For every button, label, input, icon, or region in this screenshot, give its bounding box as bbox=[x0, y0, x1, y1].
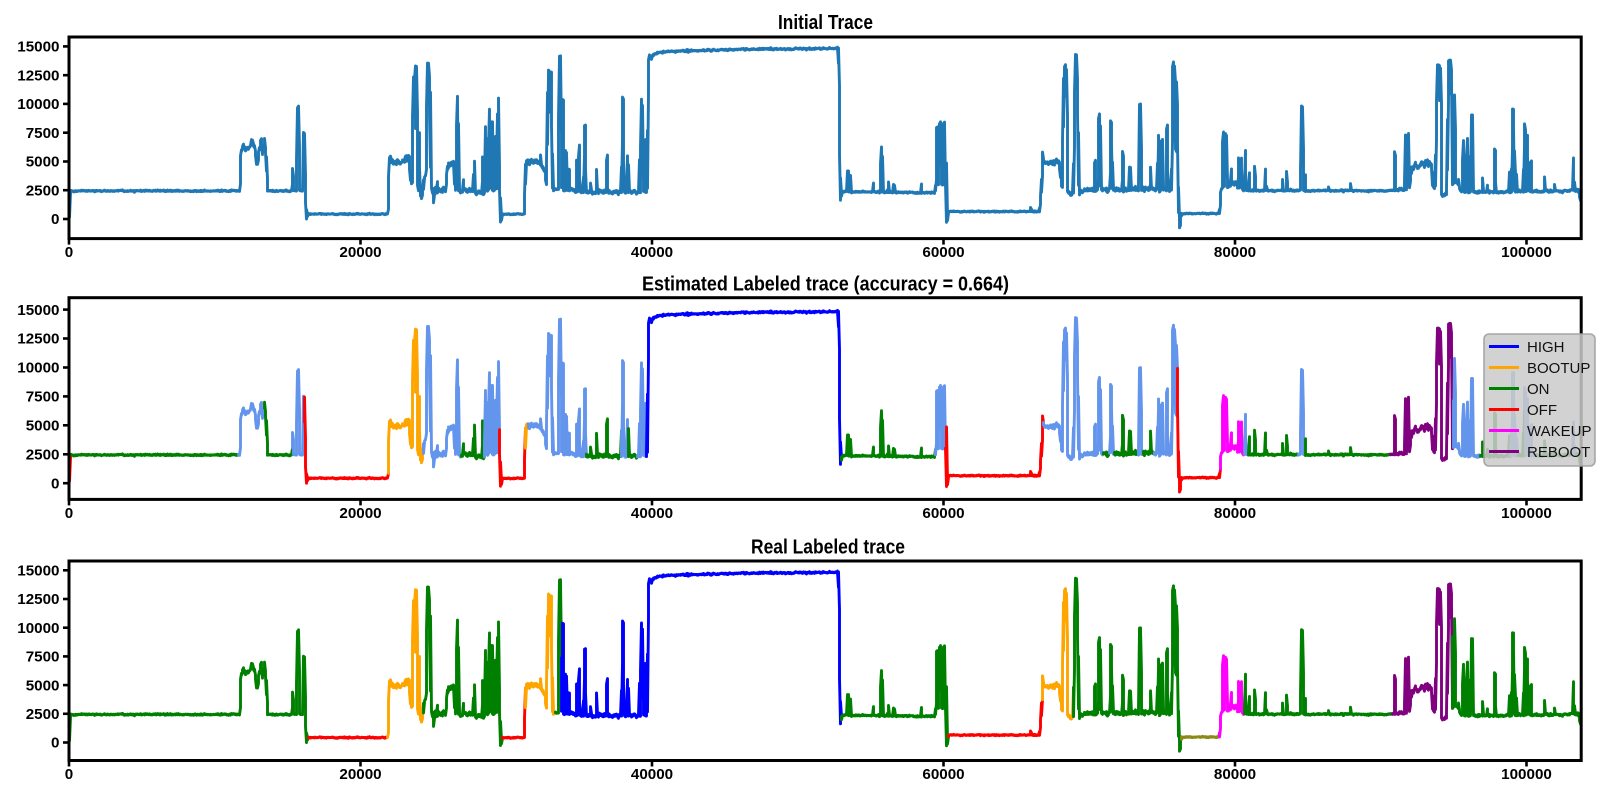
svg-text:5000: 5000 bbox=[26, 154, 60, 171]
svg-text:100000: 100000 bbox=[1501, 766, 1552, 783]
svg-text:40000: 40000 bbox=[631, 244, 673, 261]
svg-text:2500: 2500 bbox=[26, 182, 60, 199]
svg-text:0: 0 bbox=[51, 211, 59, 228]
svg-text:40000: 40000 bbox=[631, 766, 673, 783]
svg-text:2500: 2500 bbox=[26, 706, 60, 723]
svg-text:60000: 60000 bbox=[922, 766, 964, 783]
svg-text:60000: 60000 bbox=[922, 505, 964, 522]
svg-text:80000: 80000 bbox=[1214, 244, 1256, 261]
svg-text:15000: 15000 bbox=[17, 39, 59, 56]
svg-text:OFF: OFF bbox=[1527, 402, 1557, 419]
svg-text:WAKEUP: WAKEUP bbox=[1527, 423, 1591, 440]
svg-text:15000: 15000 bbox=[17, 302, 59, 319]
svg-text:0: 0 bbox=[51, 735, 59, 752]
svg-text:ON: ON bbox=[1527, 381, 1550, 398]
svg-text:10000: 10000 bbox=[17, 620, 59, 637]
svg-text:12500: 12500 bbox=[17, 67, 59, 84]
svg-text:HIGH: HIGH bbox=[1527, 339, 1565, 356]
svg-text:REBOOT: REBOOT bbox=[1527, 444, 1590, 461]
svg-text:Estimated Labeled trace (accur: Estimated Labeled trace (accuracy = 0.66… bbox=[642, 274, 1009, 296]
svg-text:80000: 80000 bbox=[1214, 766, 1256, 783]
svg-text:12500: 12500 bbox=[17, 591, 59, 608]
svg-text:5000: 5000 bbox=[26, 418, 60, 435]
svg-text:12500: 12500 bbox=[17, 331, 59, 348]
svg-text:BOOTUP: BOOTUP bbox=[1527, 360, 1590, 377]
svg-text:80000: 80000 bbox=[1214, 505, 1256, 522]
svg-text:0: 0 bbox=[65, 244, 73, 261]
svg-text:Initial Trace: Initial Trace bbox=[778, 12, 873, 34]
svg-text:20000: 20000 bbox=[339, 766, 381, 783]
svg-text:100000: 100000 bbox=[1501, 244, 1552, 261]
svg-text:60000: 60000 bbox=[922, 244, 964, 261]
svg-text:Real Labeled trace: Real Labeled trace bbox=[751, 537, 905, 559]
svg-text:0: 0 bbox=[51, 475, 59, 492]
svg-text:7500: 7500 bbox=[26, 389, 60, 406]
svg-text:20000: 20000 bbox=[339, 505, 381, 522]
svg-text:10000: 10000 bbox=[17, 360, 59, 377]
svg-text:15000: 15000 bbox=[17, 563, 59, 580]
svg-text:5000: 5000 bbox=[26, 677, 60, 694]
svg-text:0: 0 bbox=[65, 505, 73, 522]
svg-text:40000: 40000 bbox=[631, 505, 673, 522]
svg-text:2500: 2500 bbox=[26, 447, 60, 464]
svg-text:20000: 20000 bbox=[339, 244, 381, 261]
svg-text:100000: 100000 bbox=[1501, 505, 1552, 522]
svg-text:7500: 7500 bbox=[26, 649, 60, 666]
svg-text:0: 0 bbox=[65, 766, 73, 783]
svg-text:10000: 10000 bbox=[17, 96, 59, 113]
svg-text:7500: 7500 bbox=[26, 125, 60, 142]
